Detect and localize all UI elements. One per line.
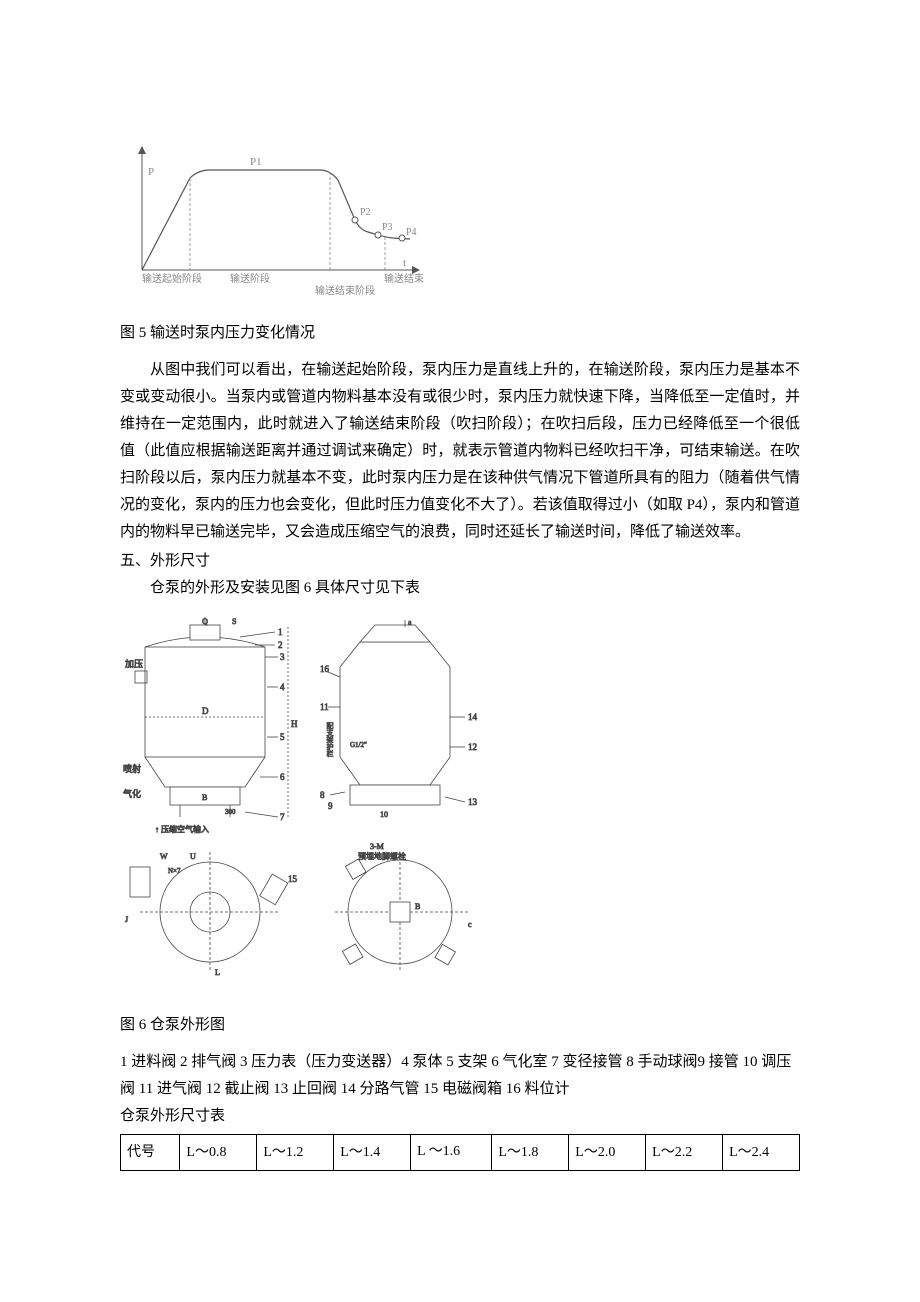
svg-text:6: 6 — [280, 772, 285, 782]
svg-text:c: c — [468, 920, 472, 929]
svg-text:9: 9 — [328, 801, 333, 811]
parts-legend: 1 进料阀 2 排气阀 3 压力表（压力变送器）4 泵体 5 支架 6 气化室 … — [120, 1049, 800, 1103]
svg-text:↑ 压缩空气输入: ↑ 压缩空气输入 — [155, 824, 209, 834]
svg-text:N×7: N×7 — [168, 867, 181, 875]
p1-label: P1 — [250, 156, 262, 168]
table-header-cell: L～2.2 — [646, 1135, 723, 1171]
figure6-caption: 图 6 仓泵外形图 — [120, 1012, 800, 1039]
pressure-chart-svg: P P1 P2 P3 P4 t 输送起始阶段 输送阶段 输送结束阶段 输送结束 — [120, 140, 425, 300]
table-title: 仓泵外形尺寸表 — [120, 1103, 800, 1130]
svg-text:11: 11 — [320, 702, 329, 712]
svg-text:L: L — [215, 968, 220, 977]
svg-text:配支架护栏: 配支架护栏 — [326, 722, 334, 758]
p3-label: P3 — [382, 222, 393, 233]
svg-text:喷射: 喷射 — [123, 763, 141, 774]
pump-diagram-svg: Q S 加压 D B 300 1 2 3 4 5 6 7 喷射 气化 ↑ 压缩空 — [120, 617, 485, 977]
y-axis-label: P — [148, 166, 154, 178]
svg-text:12: 12 — [468, 742, 477, 752]
svg-text:J: J — [125, 915, 128, 924]
svg-text:W: W — [160, 852, 168, 861]
svg-text:S: S — [232, 617, 236, 626]
body-paragraph-1: 从图中我们可以看出，在输送起始阶段，泵内压力是直线上升的，在输送阶段，泵内压力是… — [120, 357, 800, 546]
svg-text:13: 13 — [468, 797, 478, 807]
p4-label: P4 — [406, 227, 417, 238]
svg-text:B: B — [415, 902, 420, 911]
svg-text:B: B — [202, 793, 207, 802]
svg-text:16: 16 — [320, 664, 330, 674]
table-header-cell: 代号 — [121, 1135, 180, 1171]
table-header-cell: L～2.0 — [569, 1135, 646, 1171]
svg-text:3-M: 3-M — [370, 842, 384, 851]
svg-text:300: 300 — [225, 808, 236, 816]
phase4-label: 输送结束 — [384, 272, 424, 285]
svg-text:8: 8 — [320, 790, 325, 800]
svg-text:加压: 加压 — [125, 659, 143, 669]
pressure-chart: P P1 P2 P3 P4 t 输送起始阶段 输送阶段 输送结束阶段 输送结束 — [120, 140, 800, 300]
svg-text:15: 15 — [288, 874, 298, 884]
table-header-row: 代号 L～0.8 L～1.2 L～1.4 L ～1.6 L～1.8 L～2.0 … — [121, 1135, 800, 1171]
x-axis-label: t — [403, 257, 406, 269]
table-header-cell: L～1.8 — [492, 1135, 569, 1171]
svg-text:G1/2": G1/2" — [350, 741, 367, 749]
figure5-caption: 图 5 输送时泵内压力变化情况 — [120, 320, 800, 347]
svg-text:预埋地脚螺栓: 预埋地脚螺栓 — [358, 851, 406, 861]
table-header-cell: L～2.4 — [723, 1135, 800, 1171]
svg-text:Q: Q — [202, 617, 208, 626]
svg-text:D: D — [202, 706, 209, 716]
svg-text:a: a — [408, 618, 412, 627]
phase3-label: 输送结束阶段 — [315, 284, 375, 297]
table-header-cell: L～1.2 — [257, 1135, 334, 1171]
section5-intro: 仓泵的外形及安装见图 6 具体尺寸见下表 — [120, 575, 800, 602]
svg-text:4: 4 — [280, 682, 285, 692]
svg-text:14: 14 — [468, 712, 478, 722]
svg-text:H: H — [291, 719, 298, 729]
svg-text:2: 2 — [278, 640, 283, 650]
svg-text:1: 1 — [278, 627, 283, 637]
table-header-cell: L～0.8 — [180, 1135, 257, 1171]
section5-heading: 五、外形尺寸 — [120, 548, 800, 575]
p2-label: P2 — [360, 207, 371, 218]
size-table: 代号 L～0.8 L～1.2 L～1.4 L ～1.6 L～1.8 L～2.0 … — [120, 1134, 800, 1171]
svg-text:10: 10 — [380, 810, 388, 819]
pump-diagram: Q S 加压 D B 300 1 2 3 4 5 6 7 喷射 气化 ↑ 压缩空 — [120, 617, 800, 987]
svg-text:U: U — [190, 852, 196, 861]
phase2-label: 输送阶段 — [230, 272, 270, 285]
table-header-cell: L ～1.6 — [411, 1135, 492, 1171]
svg-text:3: 3 — [280, 652, 285, 662]
table-header-cell: L～1.4 — [334, 1135, 411, 1171]
svg-text:7: 7 — [280, 812, 285, 822]
svg-text:5: 5 — [280, 732, 285, 742]
phase1-label: 输送起始阶段 — [142, 272, 202, 285]
svg-text:气化: 气化 — [123, 788, 141, 799]
